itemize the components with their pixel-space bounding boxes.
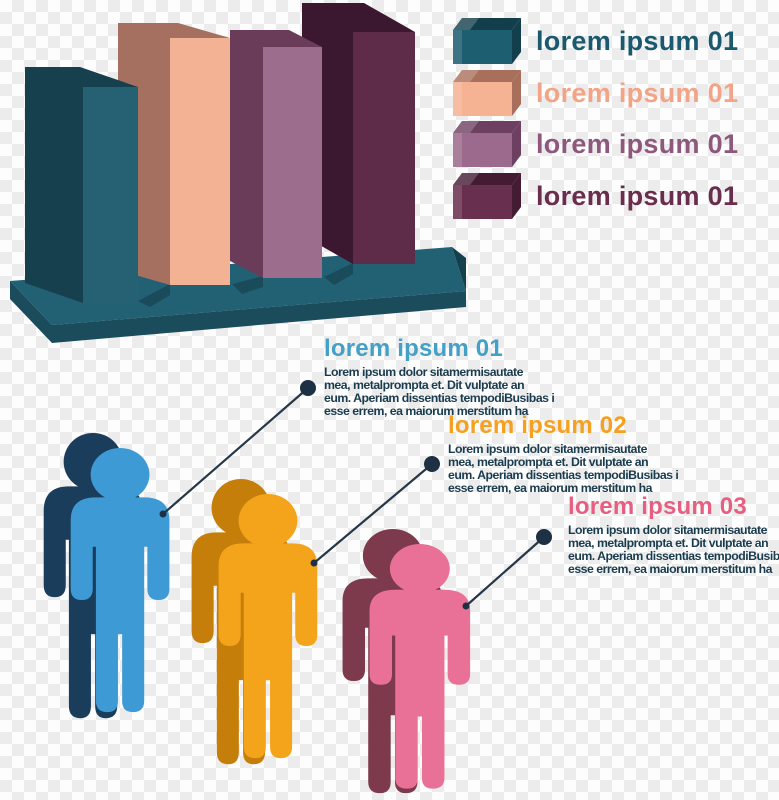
- bar-4-front: [353, 32, 415, 264]
- callout-line-1-shoulder-dot: [159, 510, 167, 518]
- legend-swatch-4-right: [512, 173, 521, 219]
- legend-swatch-3-icon: [453, 121, 521, 167]
- legend-label-3: lorem ipsum 01: [536, 129, 739, 159]
- legend-swatch-4-icon: [453, 173, 521, 219]
- legend-swatch-3-top: [453, 121, 521, 133]
- person-blue: [43, 433, 170, 719]
- legend-swatch-2-sheen: [453, 70, 479, 82]
- legend-item-2: lorem ipsum 01: [453, 70, 738, 116]
- callout-3-body: Lorem ipsum dolor sitamermisautate mea, …: [568, 523, 779, 576]
- legend-swatch-1-front: [453, 30, 512, 64]
- bar-1-front: [83, 87, 138, 303]
- callout-connectors: [159, 380, 552, 610]
- callout-dot-1: [300, 380, 316, 396]
- legend-label-1: lorem ipsum 01: [536, 26, 739, 56]
- bar-4-side-top: [302, 3, 415, 264]
- callout-line-1: [162, 387, 309, 515]
- legend-swatch-1-edge-sheen: [453, 30, 462, 64]
- platform-left-end: [10, 281, 52, 343]
- legend-swatch-1-right: [512, 18, 521, 64]
- platform-top-face: [10, 247, 466, 325]
- bar-1-side-top: [25, 67, 138, 303]
- legend-swatch-4-top: [453, 173, 521, 185]
- bar-3-side-top: [230, 30, 322, 278]
- callout-1: lorem ipsum 01 Lorem ipsum dolor sitamer…: [324, 336, 556, 418]
- bar-3-front: [263, 47, 322, 278]
- legend-label-4: lorem ipsum 01: [536, 181, 739, 211]
- legend-label-2: lorem ipsum 01: [536, 78, 739, 108]
- bar-2: [118, 23, 230, 285]
- legend-item-4: lorem ipsum 01: [453, 173, 738, 219]
- callout-2: lorem ipsum 02 Lorem ipsum dolor sitamer…: [448, 413, 680, 495]
- legend-swatch-2-edge-sheen: [453, 82, 462, 116]
- legend-swatch-4-front: [453, 185, 512, 219]
- callout-dot-2: [424, 456, 440, 472]
- callout-1-body: Lorem ipsum dolor sitamermisautate mea, …: [324, 365, 555, 418]
- legend-swatch-1-sheen: [453, 18, 479, 30]
- legend-swatch-4-edge-sheen: [453, 185, 462, 219]
- legend-swatch-4-sheen: [453, 173, 479, 185]
- bar-2-front: [170, 38, 230, 285]
- callout-line-2: [313, 463, 433, 564]
- legend-swatch-1-top: [453, 18, 521, 30]
- bar-3-ground-shadow: [232, 276, 263, 294]
- callout-line-3: [465, 536, 545, 607]
- legend-swatch-2-top: [453, 70, 521, 82]
- legend-swatch-3-edge-sheen: [453, 133, 462, 167]
- legend-swatch-2-right: [512, 70, 521, 116]
- callout-2-title: lorem ipsum 02: [448, 412, 627, 439]
- legend-swatch-2-front: [453, 82, 512, 116]
- bar-2-side-top: [118, 23, 230, 285]
- callout-1-title: lorem ipsum 01: [324, 335, 503, 362]
- legend-swatch-3-front: [453, 133, 512, 167]
- callout-3-title: lorem ipsum 03: [568, 493, 747, 520]
- legend-item-3: lorem ipsum 01: [453, 121, 738, 167]
- platform-front-face: [52, 291, 466, 343]
- bar-chart: [10, 3, 466, 343]
- bar-4-ground-shadow: [324, 263, 353, 285]
- platform-right-end: [452, 247, 466, 291]
- callout-line-3-shoulder-dot: [462, 602, 470, 610]
- person-orange: [191, 479, 318, 765]
- legend-swatch-3-sheen: [453, 121, 479, 133]
- legend-swatch-1-icon: [453, 18, 521, 64]
- callout-line-2-shoulder-dot: [310, 559, 318, 567]
- bar-4: [302, 3, 415, 264]
- legend-swatch-2-icon: [453, 70, 521, 116]
- legend-swatch-3-right: [512, 121, 521, 167]
- person-pink: [342, 529, 471, 794]
- callout-2-body: Lorem ipsum dolor sitamermisautate mea, …: [448, 442, 679, 495]
- callout-3: lorem ipsum 03 Lorem ipsum dolor sitamer…: [568, 494, 779, 576]
- bar-3: [230, 30, 322, 278]
- bar-2-ground-shadow: [138, 284, 170, 307]
- legend-item-1: lorem ipsum 01: [453, 18, 738, 64]
- bar-1: [25, 67, 138, 303]
- callout-dot-3: [536, 529, 552, 545]
